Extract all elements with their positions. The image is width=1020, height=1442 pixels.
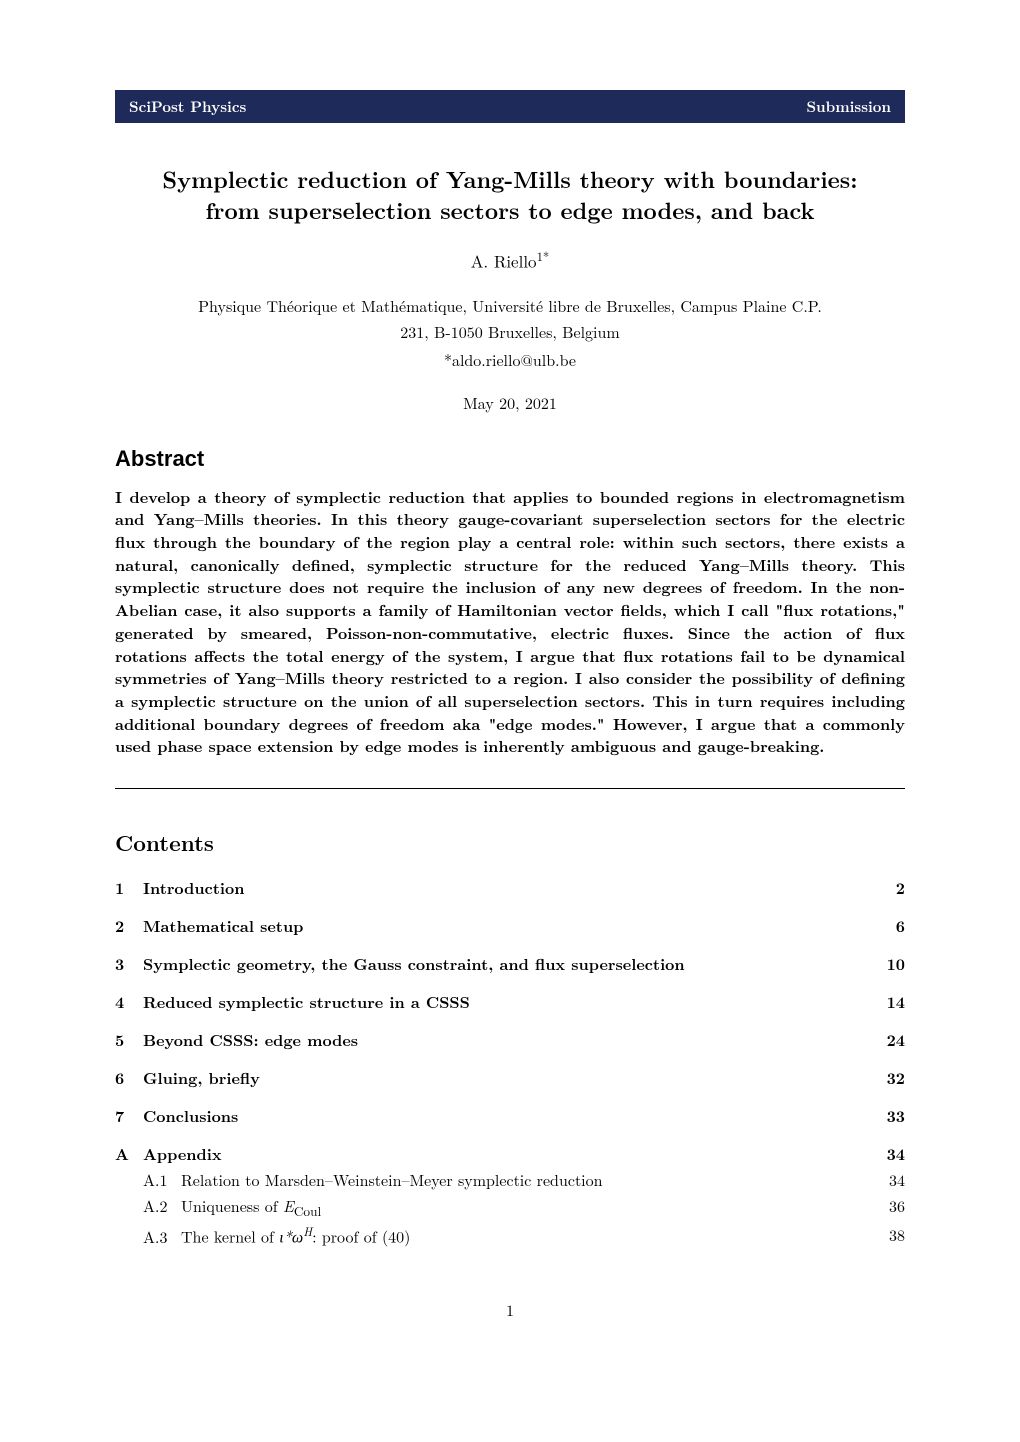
author-name: A. Riello1* <box>115 247 905 273</box>
author-email: *aldo.riello@ulb.be <box>115 348 905 371</box>
toc-number: 4 <box>115 990 143 1013</box>
paper-title: Symplectic reduction of Yang-Mills theor… <box>115 163 905 225</box>
toc-number: 5 <box>115 1028 143 1051</box>
toc-subentry: A.3The kernel of ι*ωH: proof of (40) 38 <box>115 1223 905 1247</box>
toc-page: 14 <box>873 990 905 1013</box>
toc-number: 3 <box>115 952 143 975</box>
toc-page: 10 <box>873 952 905 975</box>
toc-title: Beyond CSSS: edge modes <box>143 1028 358 1051</box>
toc-sub-math: ι*ω <box>279 1225 303 1248</box>
toc-sub-number: A.2 <box>143 1194 181 1217</box>
toc-number: A <box>115 1142 143 1165</box>
paper-date: May 20, 2021 <box>115 391 905 414</box>
toc-entry: 1Introduction 2 <box>115 876 905 899</box>
toc-sub-number: A.3 <box>143 1225 181 1248</box>
toc-subentry: A.1Relation to Marsden–Weinstein–Meyer s… <box>115 1168 905 1191</box>
toc-sub-title-prefix: The kernel of <box>181 1225 279 1248</box>
title-line-1: Symplectic reduction of Yang-Mills theor… <box>162 162 857 195</box>
toc-sub-subscript: Coul <box>294 1201 321 1220</box>
affiliation-line-1: Physique Théorique et Mathématique, Univ… <box>115 295 905 317</box>
abstract-body: I develop a theory of symplectic reducti… <box>115 486 905 759</box>
toc-sub-title: Relation to Marsden–Weinstein–Meyer symp… <box>181 1168 603 1191</box>
journal-header-bar: SciPost Physics Submission <box>115 90 905 123</box>
table-of-contents: 1Introduction 2 2Mathematical setup 6 3S… <box>115 876 905 1248</box>
toc-page: 6 <box>873 914 905 937</box>
toc-entry: 6Gluing, briefly 32 <box>115 1066 905 1089</box>
toc-title: Symplectic geometry, the Gauss constrain… <box>143 952 685 975</box>
toc-page: 34 <box>873 1142 905 1165</box>
abstract-heading: Abstract <box>115 446 905 472</box>
toc-page: 33 <box>873 1104 905 1127</box>
toc-sub-superscript: H <box>303 1223 312 1240</box>
affiliation-line-2: 231, B-1050 Bruxelles, Belgium <box>115 321 905 343</box>
toc-number: 1 <box>115 876 143 899</box>
toc-title: Conclusions <box>143 1104 238 1127</box>
toc-title: Reduced symplectic structure in a CSSS <box>143 990 470 1013</box>
toc-entry-appendix: AAppendix 34 <box>115 1142 905 1165</box>
toc-page: 32 <box>873 1066 905 1089</box>
toc-page: 2 <box>873 876 905 899</box>
toc-page: 36 <box>873 1194 905 1220</box>
toc-page: 38 <box>873 1223 905 1247</box>
toc-number: 6 <box>115 1066 143 1089</box>
title-line-2: from superselection sectors to edge mode… <box>205 193 814 226</box>
toc-title: Appendix <box>143 1142 222 1165</box>
toc-page: 34 <box>873 1168 905 1191</box>
toc-title: Introduction <box>143 876 244 899</box>
toc-sub-number: A.1 <box>143 1168 181 1191</box>
toc-entry: 3Symplectic geometry, the Gauss constrai… <box>115 952 905 975</box>
toc-sub-title-suffix: : proof of (40) <box>312 1225 410 1248</box>
toc-title: Mathematical setup <box>143 914 303 937</box>
toc-number: 2 <box>115 914 143 937</box>
author-superscript: 1* <box>537 247 550 265</box>
toc-entry: 2Mathematical setup 6 <box>115 914 905 937</box>
journal-name: SciPost Physics <box>129 96 246 117</box>
page-number: 1 <box>115 1298 905 1321</box>
section-divider <box>115 788 905 789</box>
toc-number: 7 <box>115 1104 143 1127</box>
contents-heading: Contents <box>115 827 905 858</box>
toc-sub-title-prefix: Uniqueness of <box>181 1194 283 1217</box>
toc-subentry: A.2Uniqueness of ECoul 36 <box>115 1194 905 1220</box>
toc-entry: 7Conclusions 33 <box>115 1104 905 1127</box>
toc-page: 24 <box>873 1028 905 1051</box>
submission-label: Submission <box>806 96 891 117</box>
page-container: SciPost Physics Submission Symplectic re… <box>0 0 1020 1381</box>
toc-sub-math: E <box>283 1194 294 1217</box>
toc-entry: 5Beyond CSSS: edge modes 24 <box>115 1028 905 1051</box>
toc-title: Gluing, briefly <box>143 1066 260 1089</box>
toc-entry: 4Reduced symplectic structure in a CSSS … <box>115 990 905 1013</box>
